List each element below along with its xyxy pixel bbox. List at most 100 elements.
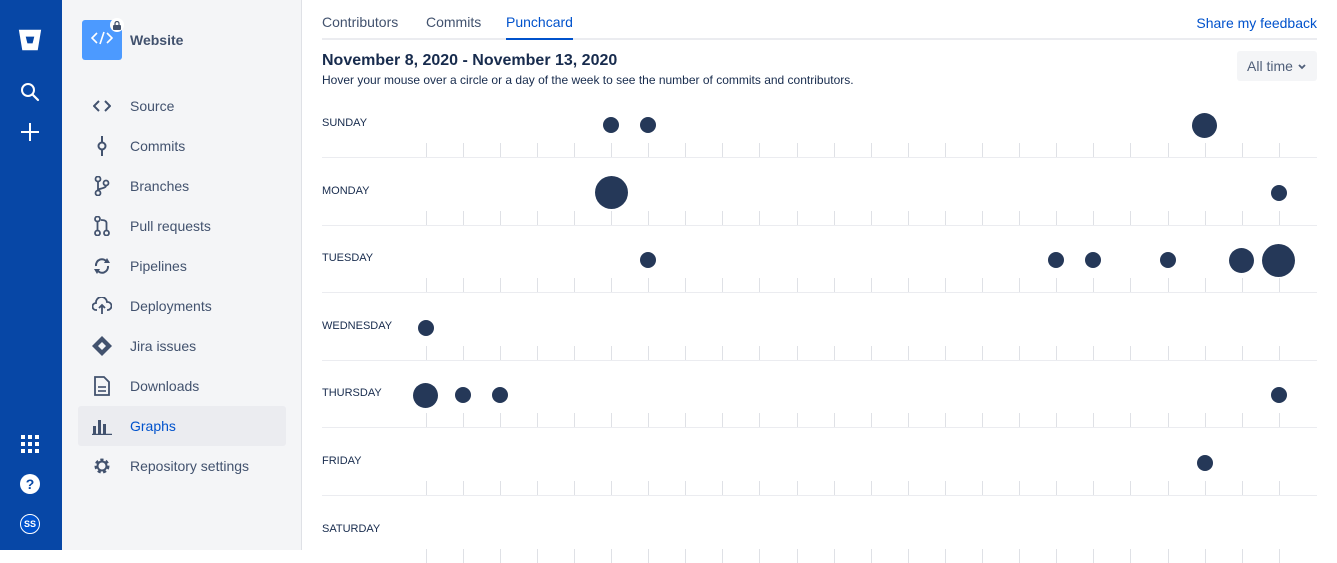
hour-tick [944,210,946,225]
hour-tick [722,481,724,495]
hover-hint: Hover your mouse over a circle or a day … [322,73,854,87]
sidebar-item-label: Deployments [130,298,212,314]
punchcard-dot[interactable] [1085,252,1102,269]
day-label[interactable]: SATURDAY [322,522,381,535]
punchcard-dot[interactable] [1270,184,1287,201]
hour-tick [833,345,835,360]
day-label[interactable]: THURSDAY [322,387,382,400]
day-label[interactable]: SUNDAY [322,117,368,129]
hour-tick [1130,143,1132,157]
hour-tick [536,278,538,293]
hour-tick [1167,481,1169,495]
hour-tick [1056,278,1058,293]
hour-tick [944,481,946,495]
hour-tick [1241,278,1243,293]
day-label[interactable]: WEDNESDAY [322,319,393,332]
punchcard-dot[interactable] [640,252,657,269]
punchcard-dot[interactable] [1192,112,1218,138]
hour-tick [425,413,427,428]
punchcard-dot[interactable] [1159,252,1176,269]
pull-request-icon [92,216,112,236]
hour-tick [944,548,946,563]
hour-tick [462,413,464,428]
sidebar-item-deployments[interactable]: Deployments [78,286,286,326]
hour-tick [1019,210,1021,225]
sidebar-item-repository-settings[interactable]: Repository settings [78,446,286,486]
sidebar-item-branches[interactable]: Branches [78,166,286,206]
punchcard-dot[interactable] [1196,455,1213,471]
help-icon[interactable]: ? [18,472,42,496]
punchcard-dot[interactable] [1262,243,1296,277]
hour-tick [462,278,464,293]
hour-tick [1241,143,1243,157]
hour-tick [1204,548,1206,563]
hour-tick [870,278,872,293]
hour-tick [1093,210,1095,225]
punchcard-dot[interactable] [454,387,471,404]
tab-punchcard[interactable]: Punchcard [506,14,573,40]
hour-tick [573,278,575,293]
hour-tick [796,481,798,495]
sidebar-item-label: Branches [130,178,190,194]
hour-tick [982,210,983,225]
repo-name[interactable]: Website [130,32,184,48]
hour-tick [944,278,946,293]
hour-tick [1019,143,1021,157]
punchcard-dot[interactable] [491,387,508,404]
row-divider [322,157,1317,158]
hour-tick [1278,278,1280,293]
search-icon[interactable] [18,80,42,104]
create-icon[interactable] [18,120,42,144]
project-sidebar: Website Source Commits Branches Pull req… [62,0,302,550]
hour-tick [907,143,909,157]
main-content: Contributors Commits Punchcard Share my … [322,0,1317,563]
hour-tick [648,548,650,563]
punchcard-dot[interactable] [1048,252,1065,269]
hour-tick [1019,548,1021,563]
sidebar-item-commits[interactable]: Commits [78,126,286,166]
sidebar-item-downloads[interactable]: Downloads [78,366,286,406]
share-feedback-link[interactable]: Share my feedback [1196,15,1317,31]
sidebar-item-pipelines[interactable]: Pipelines [78,246,286,286]
row-divider [322,495,1317,496]
day-label[interactable]: TUESDAY [322,252,374,265]
punchcard-dot[interactable] [603,117,619,133]
sidebar-item-pull-requests[interactable]: Pull requests [78,206,286,246]
punchcard-dot[interactable] [417,319,434,336]
hour-tick [648,143,650,157]
hour-tick [648,345,650,360]
graph-tabs: Contributors Commits Punchcard Share my … [322,0,1317,40]
hour-tick [573,481,575,495]
hour-tick [1130,278,1132,293]
punchcard-dot[interactable] [413,382,438,408]
tab-contributors[interactable]: Contributors [322,14,399,30]
hour-tick [944,345,946,360]
sidebar-item-label: Jira issues [130,338,197,354]
user-avatar[interactable]: SS [20,514,40,534]
hour-tick [425,278,427,293]
sidebar-item-jira-issues[interactable]: Jira issues [78,326,286,366]
punchcard-dot[interactable] [640,117,657,133]
tab-commits[interactable]: Commits [426,14,482,30]
bitbucket-logo-icon[interactable] [18,28,42,52]
punchcard-dot[interactable] [594,176,628,210]
day-label[interactable]: MONDAY [322,184,370,197]
punchcard-dot[interactable] [1229,247,1255,273]
hour-tick [536,345,538,360]
hour-tick [870,345,872,360]
hour-tick [722,413,724,428]
hour-tick [462,345,464,360]
day-label[interactable]: FRIDAY [322,455,362,467]
app-switcher-icon[interactable] [18,432,42,456]
sidebar-item-graphs[interactable]: Graphs [78,406,286,446]
hour-tick [1204,345,1206,360]
hour-tick [611,278,612,293]
hour-tick [573,210,575,225]
hour-tick [536,481,538,495]
hour-tick [907,481,909,495]
hour-tick [1241,413,1243,428]
sidebar-item-source[interactable]: Source [78,86,286,126]
punchcard-dot[interactable] [1270,387,1287,404]
time-filter-dropdown[interactable]: All time [1237,51,1317,81]
hour-tick [907,345,909,360]
